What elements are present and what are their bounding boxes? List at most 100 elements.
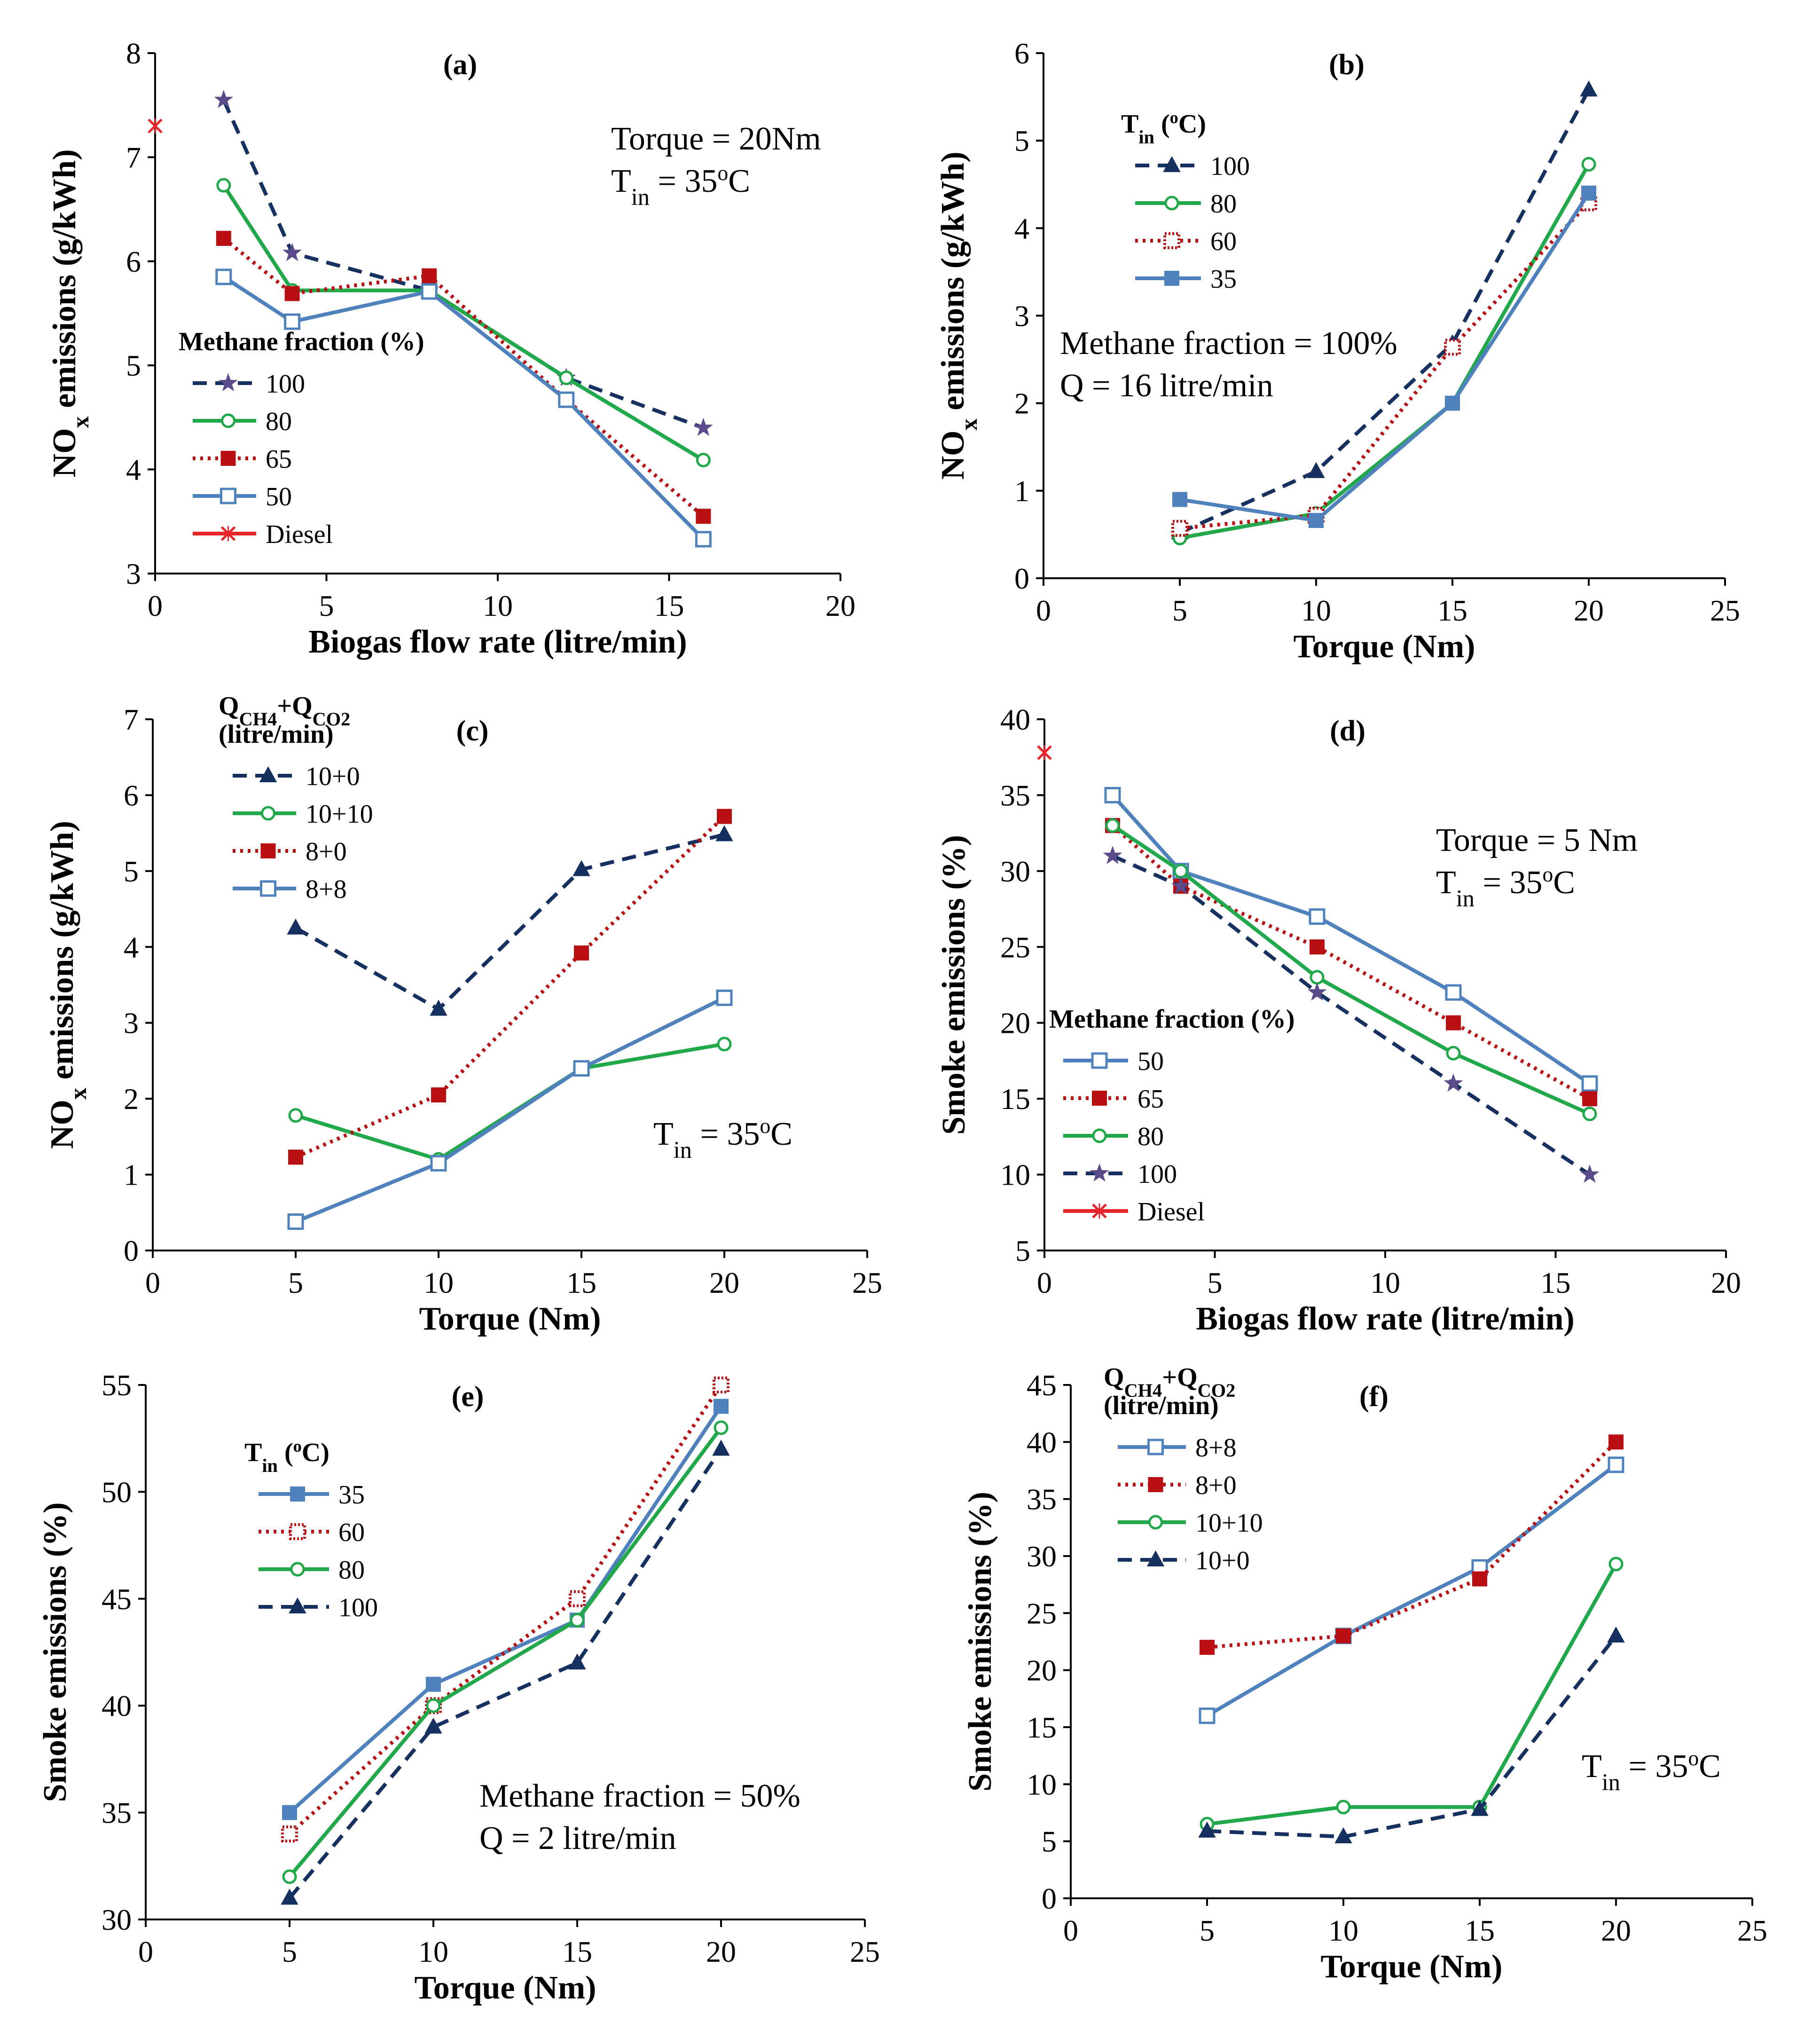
y-tick-label: 1: [124, 1158, 139, 1192]
series-line: [288, 1405, 723, 1814]
y-axis-title: NOx emissions (g/kWh): [935, 151, 982, 480]
legend-swatch-marker: [1163, 156, 1181, 172]
annotation-line-1: Torque = 5 Nm: [1436, 822, 1638, 858]
data-point: [715, 825, 733, 841]
data-point: [1198, 1821, 1216, 1838]
legend-swatch-marker: [260, 843, 276, 858]
y-tick-label: 5: [124, 855, 139, 888]
x-tick-label: 15: [1541, 1266, 1571, 1299]
legend-title: Tin (oC): [1121, 108, 1206, 148]
y-tick-label: 5: [1015, 1234, 1030, 1267]
annotation-part-4: C: [770, 1116, 792, 1152]
y-tick-label: 0: [1042, 1882, 1057, 1915]
data-point: [284, 313, 301, 330]
x-axis-title: Torque (Nm): [1321, 1949, 1503, 1985]
data-point: [574, 945, 589, 961]
data-point: [714, 1399, 729, 1414]
x-tick-label: 15: [566, 1266, 596, 1299]
legend-swatch-marker: [219, 373, 238, 392]
x-tick-label: 10: [1328, 1914, 1358, 1947]
data-point: [1171, 876, 1191, 895]
data-point: [1309, 513, 1324, 528]
y-tick-label: 7: [124, 703, 139, 736]
legend-swatch-marker: [261, 806, 275, 821]
legend-label: 8+0: [1195, 1471, 1237, 1500]
data-point: [288, 1108, 303, 1123]
x-tick-label: 10: [1370, 1266, 1400, 1299]
x-tick-label: 5: [1208, 1266, 1223, 1299]
data-point: [1445, 984, 1462, 1001]
legend-title-part-2: +Q: [277, 692, 312, 721]
series-line: [1111, 824, 1591, 1101]
legend-swatch-marker: [1092, 1128, 1107, 1143]
series-50: [215, 268, 712, 548]
x-tick-label: 5: [288, 1266, 303, 1299]
annotation-line-2: Q = 2 litre/min: [479, 1820, 676, 1856]
legend-label: 100: [1210, 152, 1250, 181]
legend-label: 80: [1210, 189, 1237, 219]
series-line: [1112, 854, 1591, 1176]
y-axis-title-base: Smoke emissions (%): [936, 835, 972, 1135]
annotation-part-2: = 35: [650, 163, 717, 199]
annotation-line-2: Tin = 35oC: [1436, 862, 1575, 912]
legend-label: 10+0: [1195, 1546, 1250, 1575]
data-point: [148, 118, 163, 134]
annotation-line-2: Q = 16 litre/min: [1060, 368, 1273, 404]
legend-swatch-marker: [290, 1562, 305, 1577]
annotation-part-0: T: [611, 163, 631, 199]
annotation-part-3: o: [1542, 862, 1553, 886]
series-line: [1179, 89, 1591, 535]
data-point: [1199, 1707, 1216, 1724]
y-tick-label: 40: [102, 1689, 132, 1722]
panel-label: (b): [1329, 49, 1365, 81]
data-point: [1581, 1075, 1598, 1092]
panel-label: (f): [1359, 1381, 1389, 1413]
y-axis-title-base: Smoke emissions (%): [37, 1502, 73, 1802]
data-point: [1472, 1571, 1487, 1587]
series-8+8: [1199, 1456, 1624, 1724]
series-Diesel: [148, 118, 163, 134]
annotation-part-2: = 35: [1620, 1748, 1688, 1785]
y-tick-label: 8: [126, 37, 141, 70]
legend-title-part-4: C): [1178, 110, 1206, 139]
legend-swatch-marker: [1092, 1091, 1107, 1106]
y-tick-label: 6: [124, 779, 139, 812]
y-tick-label: 10: [1027, 1768, 1057, 1801]
legend-title: Methane fraction (%): [179, 327, 424, 356]
series-line: [295, 833, 725, 1011]
legend-title: QCH4+QCO2: [219, 692, 350, 730]
legend-swatch-marker: [1092, 1203, 1107, 1219]
y-tick-label: 4: [1014, 212, 1029, 245]
x-tick-label: 15: [1437, 594, 1467, 627]
data-point: [1173, 864, 1188, 879]
legend-swatch-marker: [1164, 196, 1179, 211]
annotation-part-0: T: [1582, 1748, 1602, 1785]
y-tick-label: 4: [126, 453, 141, 487]
data-point: [695, 531, 712, 548]
legend-label: Diesel: [1138, 1197, 1205, 1227]
y-tick-label: 35: [1000, 779, 1030, 812]
data-point: [1105, 818, 1120, 833]
y-tick-label: 2: [1014, 387, 1029, 420]
series-8+0: [288, 809, 732, 1165]
y-tick-label: 4: [124, 930, 139, 964]
y-tick-label: 15: [1000, 1082, 1030, 1116]
legend-title-part-2: (: [278, 1438, 293, 1467]
legend: QCH4+QCO2(litre/min) 8+8 8+0 10+10 10+0: [1104, 1363, 1263, 1575]
data-point: [214, 90, 234, 109]
x-tick-label: 20: [1711, 1266, 1741, 1299]
data-point: [216, 178, 231, 193]
data-point: [288, 1149, 303, 1165]
data-point: [430, 999, 447, 1016]
y-axis-title-base: NO: [44, 1100, 80, 1149]
legend-title-part-0: Methane fraction (%): [1049, 1005, 1295, 1034]
data-point: [1334, 1827, 1352, 1843]
annotation-part-4: C: [1699, 1748, 1721, 1785]
data-point: [714, 1420, 729, 1435]
data-point: [1200, 1640, 1215, 1655]
legend-title-part-0: T: [1121, 110, 1138, 139]
annotation-line-1: Tin = 35oC: [1582, 1746, 1721, 1796]
y-axis-title-sub: x: [67, 416, 94, 428]
